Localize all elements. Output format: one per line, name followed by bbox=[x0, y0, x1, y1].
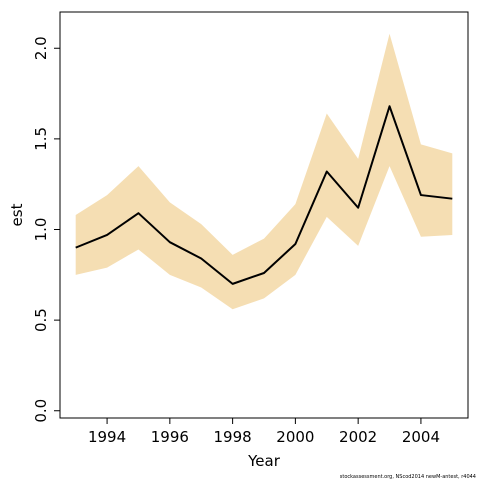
footer-credit: stockassessment.org, NScod2014 newM-ante… bbox=[340, 474, 476, 480]
x-tick-label: 1994 bbox=[88, 428, 126, 446]
y-axis: 0.0 0.5 1.0 1.5 2.0 bbox=[32, 36, 61, 423]
estimate-line-layer bbox=[75, 105, 453, 285]
y-tick-label: 1.0 bbox=[32, 218, 50, 242]
confidence-band-layer bbox=[75, 33, 453, 310]
x-tick-label: 2002 bbox=[339, 428, 377, 446]
x-axis: 1994 1996 1998 2000 2002 2004 bbox=[88, 417, 440, 446]
y-tick-label: 0.5 bbox=[32, 308, 50, 332]
x-tick-label: 1996 bbox=[151, 428, 189, 446]
x-axis-label: Year bbox=[247, 452, 281, 470]
confidence-band bbox=[75, 33, 453, 310]
x-tick-label: 2000 bbox=[276, 428, 314, 446]
y-tick-label: 2.0 bbox=[32, 36, 50, 60]
x-tick-label: 1998 bbox=[214, 428, 252, 446]
y-tick-label: 1.5 bbox=[32, 127, 50, 151]
y-tick-label: 0.0 bbox=[32, 399, 50, 423]
x-tick-label: 2004 bbox=[402, 428, 440, 446]
estimate-line bbox=[75, 105, 453, 285]
y-axis-label: est bbox=[8, 203, 26, 226]
